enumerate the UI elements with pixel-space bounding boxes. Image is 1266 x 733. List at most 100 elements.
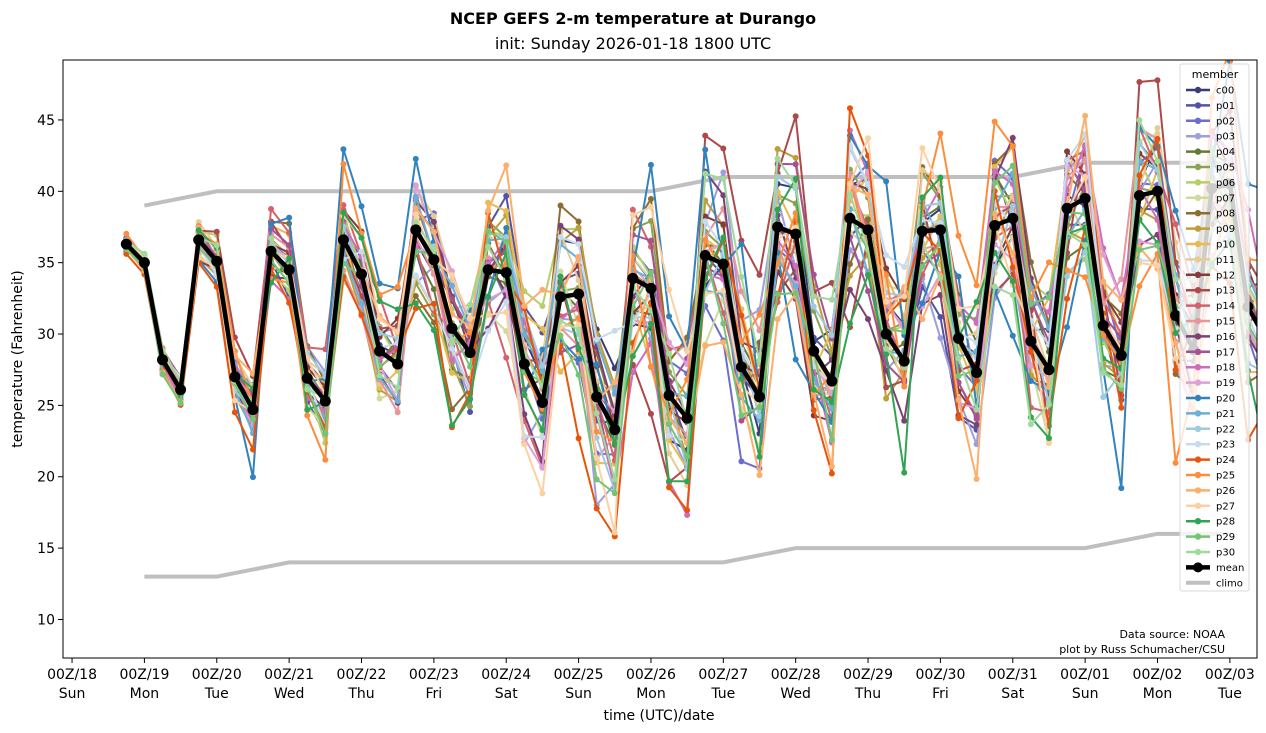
member-point-p16 [937,291,944,298]
member-point-p30 [792,182,799,189]
member-point-p24 [738,312,745,319]
legend: member c00 p01 p02 p03 p04 p05 p06 p07 p08 p09 p10… [1179,63,1250,592]
member-point-p28 [1009,278,1016,285]
legend-item-p12: p12 [1186,270,1235,281]
legend-marker [1194,271,1202,278]
mean-point [374,345,386,357]
member-point-p25 [955,232,962,239]
member-point-p26 [955,396,962,403]
mean-point [500,267,512,279]
x-tick-label-day: Sat [1001,686,1024,702]
member-point-p17 [738,417,745,424]
member-point-p12 [702,213,709,220]
member-point-p13 [1136,79,1143,86]
member-point-p30 [1009,292,1016,299]
member-point-p13 [702,132,709,139]
legend-item-p05: p05 [1186,163,1235,174]
legend-item-p27: p27 [1186,501,1235,512]
legend-marker [1194,410,1202,417]
mean-point [735,361,747,373]
mean-point [681,412,693,424]
member-point-p20 [955,273,962,280]
mean-point [645,282,657,294]
member-point-p28 [792,175,799,182]
member-point-p25 [1136,283,1143,290]
member-point-p26 [1172,339,1179,346]
mean-point [826,375,838,387]
member-point-p24 [1027,348,1034,355]
member-point-p20 [412,155,419,162]
member-point-p30 [955,355,962,362]
legend-item-p30: p30 [1186,548,1235,559]
member-point-p29 [792,289,799,296]
legend-label: p04 [1216,147,1235,158]
legend-item-p02: p02 [1186,116,1235,127]
member-point-p27 [1082,174,1089,181]
member-point-p27 [955,305,962,312]
mean-point [880,328,892,340]
member-point-p09 [846,272,853,279]
mean-point [1097,319,1109,331]
x-tick-label-day: Wed [274,686,305,702]
member-point-p21 [539,368,546,375]
member-point-p24 [955,415,962,422]
legend-item-climo: climo [1186,578,1243,589]
x-tick-label-day: Thu [347,686,374,702]
member-point-p29 [467,363,474,370]
member-point-p23 [901,263,908,270]
legend-label: p02 [1216,116,1235,127]
member-point-p26 [756,472,763,479]
member-point-p26 [539,286,546,293]
x-tick-label-time: 00Z/23 [409,667,459,683]
member-point-p27 [467,315,474,322]
member-point-p23 [611,327,618,334]
member-point-p10 [503,208,510,215]
member-point-p19 [412,182,419,189]
x-tick-label-time: 00Z/30 [915,667,965,683]
member-point-p27 [901,293,908,300]
member-point-p01 [937,314,944,321]
legend-item-p16: p16 [1186,332,1235,343]
x-tick-label-day: Tue [204,686,229,702]
legend-marker [1194,425,1202,432]
member-point-p28 [376,297,383,304]
legend-label: p26 [1216,486,1235,497]
member-point-p18 [792,263,799,270]
member-point-p26 [430,228,437,235]
mean-point [717,258,729,270]
member-point-p29 [1027,301,1034,308]
member-point-p28 [286,255,293,262]
member-point-p01 [503,193,510,200]
member-point-p28 [430,327,437,334]
y-tick-label: 45 [37,113,55,129]
member-point-p29 [485,228,492,235]
x-tick-label-time: 00Z/31 [988,667,1038,683]
x-tick-label-time: 00Z/28 [771,667,821,683]
member-point-p26 [919,316,926,323]
member-point-p29 [919,263,926,270]
member-point-p28 [810,386,817,393]
member-point-p29 [249,416,256,423]
member-point-p26 [702,342,709,349]
member-point-p20 [575,356,582,363]
member-point-p15 [738,288,745,295]
member-point-p25 [702,237,709,244]
member-point-p20 [666,313,673,320]
member-point-p28 [448,422,455,429]
member-point-p30 [268,235,275,242]
member-point-p16 [973,421,980,428]
legend-item-p25: p25 [1186,471,1235,482]
member-point-p18 [1154,216,1161,223]
member-point-p26 [991,210,998,217]
mean-point [1079,192,1091,204]
legend-item-p28: p28 [1186,517,1235,528]
member-point-p22 [376,329,383,336]
member-point-p09 [575,224,582,231]
mean-point [319,395,331,407]
series-mean [120,178,1257,436]
member-point-p14 [503,354,510,361]
mean-point [1007,212,1019,224]
member-point-p29 [1045,294,1052,301]
member-point-p16 [720,192,727,199]
member-line-p20 [125,60,1257,489]
